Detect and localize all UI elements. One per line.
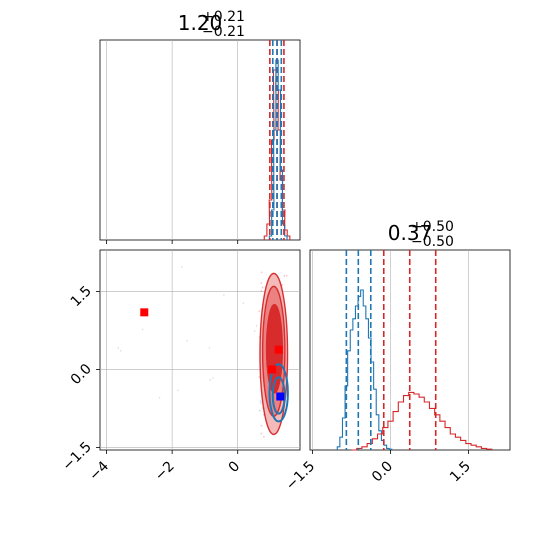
scatter-point	[253, 330, 256, 332]
y-tick-label-1: 0.0	[68, 361, 95, 388]
red-marker-1	[274, 345, 283, 354]
marginal-y-title-value: 0.37	[388, 221, 433, 245]
marginal-y-ticks: −1.5 0.0 1.5	[283, 450, 474, 494]
scatter-point	[181, 266, 183, 268]
scatter-point	[259, 400, 262, 403]
joint-contours	[259, 272, 289, 436]
joint-ticks: −4 −2 0−1.50.01.5	[59, 283, 243, 484]
scatter-point	[260, 402, 262, 405]
scatter-point	[117, 347, 120, 349]
scatter-point	[258, 376, 261, 379]
scatter-point	[260, 290, 263, 292]
scatter-point	[283, 275, 286, 277]
scatter-point	[119, 350, 122, 352]
x-tick-label-1: 0.0	[369, 458, 396, 485]
marginal-y-panel: −1.5 0.0 1.5 0.37 +0.50 −0.50	[283, 219, 511, 494]
scatter-point	[258, 310, 261, 313]
marginal-x-quantile-lines	[269, 40, 285, 240]
marginal-y-title: 0.37	[388, 221, 433, 245]
marginal-x-title-plus: +0.21	[202, 9, 245, 25]
scatter-point	[281, 284, 284, 286]
scatter-point	[223, 294, 225, 296]
marginal-y-quantile-lines	[345, 250, 437, 450]
scatter-point	[208, 346, 211, 349]
marginal-y-grid	[312, 250, 469, 450]
scatter-point	[141, 328, 144, 331]
marginal-x-grid	[106, 40, 239, 240]
marginal-x-title-minus: −0.21	[202, 24, 245, 40]
marginal-y-title-minus: −0.50	[411, 234, 454, 250]
scatter-point	[186, 339, 189, 342]
hist-red-1	[351, 391, 493, 451]
marginal-x-title-value: 1.20	[178, 11, 223, 35]
scatter-point	[285, 274, 288, 277]
y-tick-label-2: 1.5	[68, 283, 95, 310]
scatter-point	[260, 271, 263, 274]
joint-frame	[99, 249, 301, 451]
blue-contour-1	[271, 376, 286, 415]
x-tick-label-0: −1.5	[283, 458, 318, 493]
blue-contour-0	[268, 363, 289, 423]
blue-marker-0	[276, 392, 285, 401]
scatter-point	[177, 389, 179, 392]
marginal-x-panel: 1.20 +0.21 −0.21	[99, 9, 301, 244]
hist-blue-1	[268, 59, 288, 240]
x-tick-label-1: −2	[152, 458, 178, 484]
marginal-x-ticks	[106, 240, 239, 244]
scatter-point	[255, 324, 258, 327]
scatter-point	[261, 286, 264, 289]
x-tick-label-2: 0	[226, 458, 244, 476]
red-marker-2	[268, 365, 277, 374]
marginal-x-title: 1.20	[178, 11, 223, 35]
marginal-x-frame	[99, 39, 301, 241]
joint-panel: −4 −2 0−1.50.01.5	[59, 249, 301, 484]
scatter-point	[158, 396, 161, 399]
red-marker-0	[140, 308, 149, 317]
scatter-point	[258, 409, 261, 412]
scatter-point	[242, 302, 245, 304]
scatter-point	[212, 377, 214, 379]
x-tick-label-2: 1.5	[447, 458, 474, 485]
x-tick-label-0: −4	[86, 458, 112, 484]
scatter-point	[262, 435, 265, 438]
scatter-point	[260, 432, 263, 435]
scatter-point	[260, 282, 263, 284]
scatter-point	[260, 424, 263, 427]
joint-markers	[140, 308, 285, 401]
marginal-y-title-plus: +0.50	[411, 219, 454, 235]
scatter-point	[209, 379, 212, 381]
